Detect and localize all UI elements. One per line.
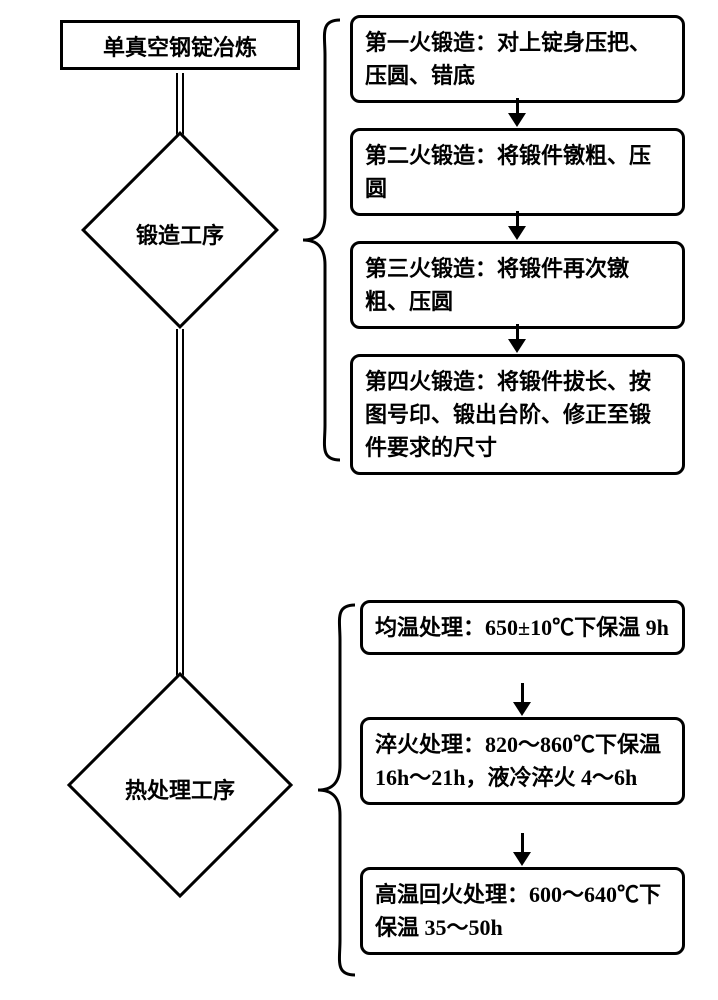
forging-step-2: 第二火锻造：将锻件镦粗、压圆 (350, 128, 685, 216)
heat-step-3-text: 高温回火处理：600～640℃下保温 35～50h (375, 882, 661, 940)
arrow-h2-head (513, 852, 531, 866)
arrow-f3-head (508, 339, 526, 353)
forging-step-3-text: 第三火锻造：将锻件再次镦粗、压圆 (365, 256, 629, 314)
title-box: 单真空钢锭冶炼 (60, 20, 300, 70)
brace-heat (310, 600, 360, 980)
brace-forging (295, 15, 345, 465)
forging-step-2-text: 第二火锻造：将锻件镦粗、压圆 (365, 143, 651, 201)
forging-step-1-text: 第一火锻造：对上锭身压把、压圆、错底 (365, 30, 651, 88)
forging-step-4-text: 第四火锻造：将锻件拔长、按图号印、锻出台阶、修正至锻件要求的尺寸 (365, 369, 651, 460)
title-text: 单真空钢锭冶炼 (103, 35, 257, 60)
heat-step-1-text: 均温处理：650±10℃下保温 9h (375, 615, 669, 640)
heat-step-2: 淬火处理：820～860℃下保温 16h～21h，液冷淬火 4～6h (360, 717, 685, 805)
heat-step-3: 高温回火处理：600～640℃下保温 35～50h (360, 867, 685, 955)
heat-step-1: 均温处理：650±10℃下保温 9h (360, 600, 685, 655)
arrow-h1-head (513, 702, 531, 716)
diamond-heat (67, 672, 293, 898)
heat-step-2-text: 淬火处理：820～860℃下保温 16h～21h，液冷淬火 4～6h (375, 732, 661, 790)
arrow-f2-head (508, 226, 526, 240)
arrow-2-shaft-inner (178, 329, 182, 704)
diamond-forging (81, 131, 279, 329)
flowchart-canvas: 单真空钢锭冶炼 锻造工序 热处理工序 第一火锻造：对上锭身压把、压圆、错底 第二… (0, 0, 718, 1000)
forging-step-3: 第三火锻造：将锻件再次镦粗、压圆 (350, 241, 685, 329)
forging-step-4: 第四火锻造：将锻件拔长、按图号印、锻出台阶、修正至锻件要求的尺寸 (350, 354, 685, 475)
forging-step-1: 第一火锻造：对上锭身压把、压圆、错底 (350, 15, 685, 103)
arrow-f1-head (508, 113, 526, 127)
